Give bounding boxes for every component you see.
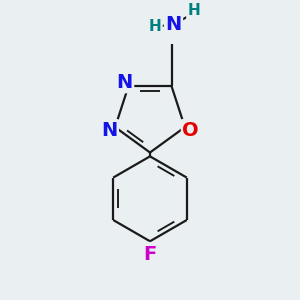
Text: N: N — [116, 73, 133, 92]
Text: O: O — [182, 121, 199, 140]
Text: H: H — [188, 3, 200, 18]
Text: N: N — [165, 15, 182, 34]
Text: F: F — [143, 245, 157, 264]
Text: N: N — [101, 121, 118, 140]
Text: H: H — [149, 19, 161, 34]
